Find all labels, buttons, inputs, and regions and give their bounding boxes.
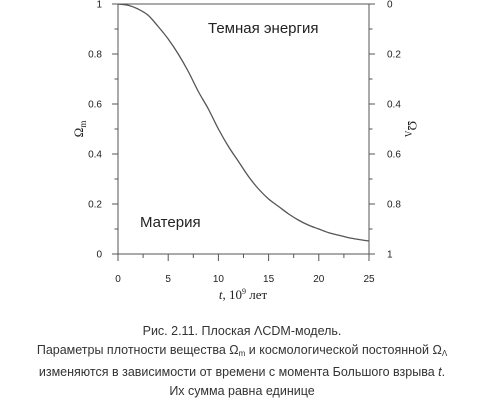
figure-caption-body: Параметры плотности вещества Ωm и космол… [0, 341, 484, 401]
x-tick-label: 0 [115, 274, 121, 285]
y-left-tick-label: 0.8 [88, 50, 102, 61]
y-right-axis-title: ΩΛ [403, 121, 420, 138]
y-left-tick-label: 0.4 [88, 150, 102, 161]
x-axis-title: t, 109 лет [219, 287, 268, 302]
caption-line-2: изменяются в зависимости от времени с мо… [38, 365, 446, 379]
plot-area: 0 5 10 15 20 25 0 0.2 0.4 0.6 0.8 1 1 0.8 0.6 0.4 0.2 0 Т… [71, 0, 420, 302]
y-left-tick-label: 0.2 [88, 200, 102, 211]
y-left-axis-title: Ωm [71, 121, 88, 138]
x-tick-label: 25 [363, 274, 375, 285]
caption-line-1: Параметры плотности вещества Ωm и космол… [36, 343, 448, 358]
y-left-tick-label: 0.6 [88, 100, 102, 111]
x-tick-label: 10 [213, 274, 225, 285]
x-tick-label: 15 [263, 274, 275, 285]
y-right-tick-label: 0.4 [387, 100, 401, 111]
y-right-tick-label: 0.8 [387, 200, 401, 211]
y-left-tick-label: 1 [96, 0, 102, 11]
figure-caption-title: Рис. 2.11. Плоская ΛCDM-модель. [142, 324, 342, 338]
tick-marks [112, 3, 375, 261]
y-right-tick-label: 0 [387, 0, 393, 11]
y-left-tick-label: 0 [96, 250, 102, 261]
y-right-tick-label: 1 [387, 250, 393, 261]
x-tick-label: 20 [313, 274, 325, 285]
y-right-tick-label: 0.6 [387, 150, 401, 161]
x-tick-label: 5 [165, 274, 171, 285]
y-right-tick-label: 0.2 [387, 50, 401, 61]
annotation-dark-energy: Темная энергия [208, 20, 319, 37]
omega-m-curve [117, 3, 370, 242]
annotation-matter: Материя [140, 214, 201, 231]
caption-line-3: Их сумма равна единице [169, 384, 315, 398]
tick-labels: 0 5 10 15 20 25 0 0.2 0.4 0.6 0.8 1 1 0.8 0.6 0.4 0.2 0 [88, 0, 401, 285]
